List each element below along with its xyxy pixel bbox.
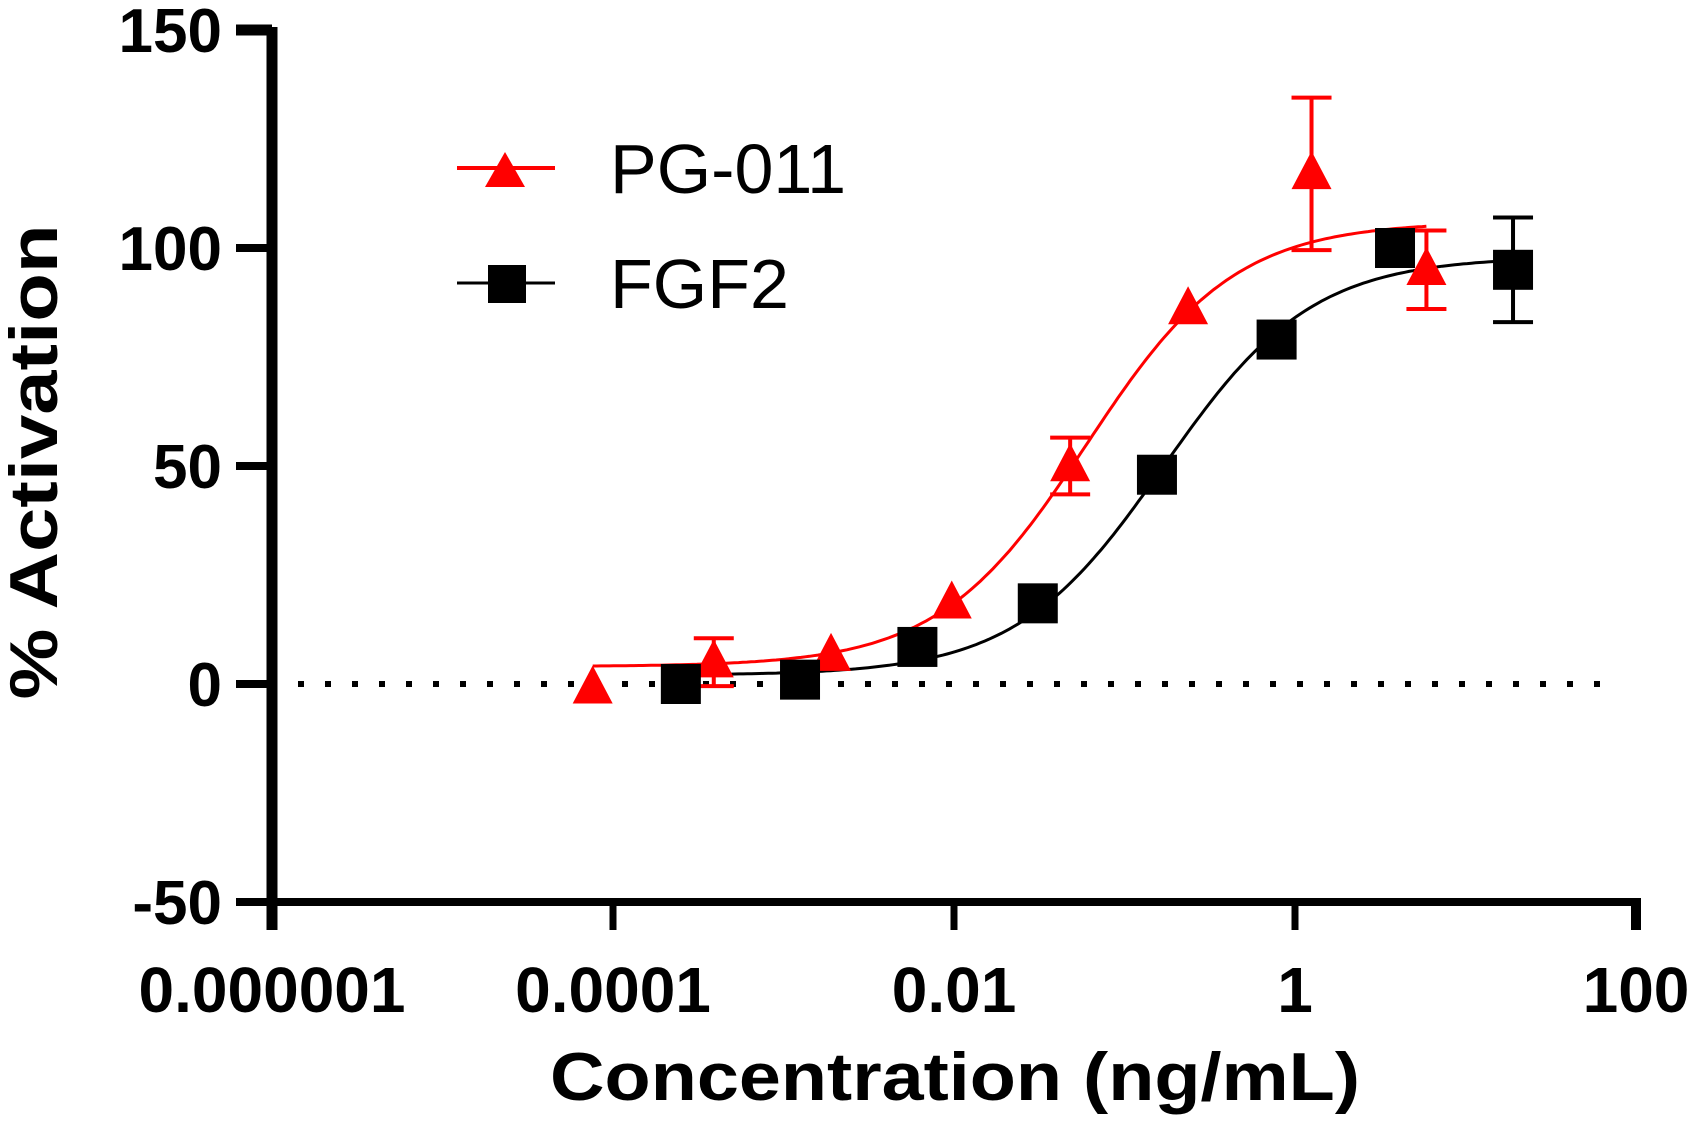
data-point-fgf2	[1256, 319, 1297, 360]
x-tick-label: 0.0001	[515, 954, 711, 1026]
data-point-fgf2	[780, 659, 821, 700]
y-tick-label: 50	[153, 433, 222, 502]
y-axis-title: % Activation	[0, 225, 72, 700]
data-point-fgf2	[897, 626, 938, 667]
data-point-pg-011	[811, 632, 852, 671]
fit-curve-pg-011	[592, 224, 1427, 668]
data-point-fgf2	[1375, 228, 1416, 268]
legend-triangle-icon	[485, 152, 525, 187]
legend-label: PG-011	[610, 130, 846, 208]
data-point-layer	[572, 151, 1534, 704]
x-axis-title: Concentration (ng/mL)	[550, 1039, 1360, 1115]
legend-item-fgf2: FGF2	[457, 245, 789, 323]
x-tick-label: 0.000001	[139, 954, 406, 1026]
axes: -50 0 50 100 150 0.000001 0.0001 0.01 1 100	[119, 0, 1690, 1026]
fit-curve-fgf2	[680, 258, 1514, 677]
y-tick-label: -50	[132, 869, 222, 938]
x-tick-label: 100	[1583, 954, 1690, 1026]
legend-item-pg-011: PG-011	[457, 130, 846, 208]
data-point-pg-011	[572, 665, 613, 704]
data-point-pg-011	[1168, 286, 1209, 325]
y-tick-label: 150	[119, 0, 222, 66]
data-point-fgf2	[660, 664, 701, 704]
data-point-pg-011	[931, 580, 972, 619]
legend-label: FGF2	[610, 245, 789, 323]
data-point-pg-011	[693, 639, 734, 678]
y-tick-label: 0	[188, 651, 222, 720]
data-point-pg-011	[1406, 247, 1447, 285]
data-point-fgf2	[1017, 583, 1058, 624]
data-point-fgf2	[1136, 454, 1177, 495]
data-point-fgf2	[1493, 249, 1534, 290]
legend-square-icon	[488, 265, 526, 303]
data-point-pg-011	[1291, 151, 1332, 190]
x-tick-label: 0.01	[892, 954, 1017, 1026]
y-tick-label: 100	[119, 215, 222, 284]
data-point-pg-011	[1050, 443, 1091, 482]
legend: PG-011 FGF2	[457, 130, 846, 323]
x-tick-label: 1	[1277, 954, 1313, 1026]
